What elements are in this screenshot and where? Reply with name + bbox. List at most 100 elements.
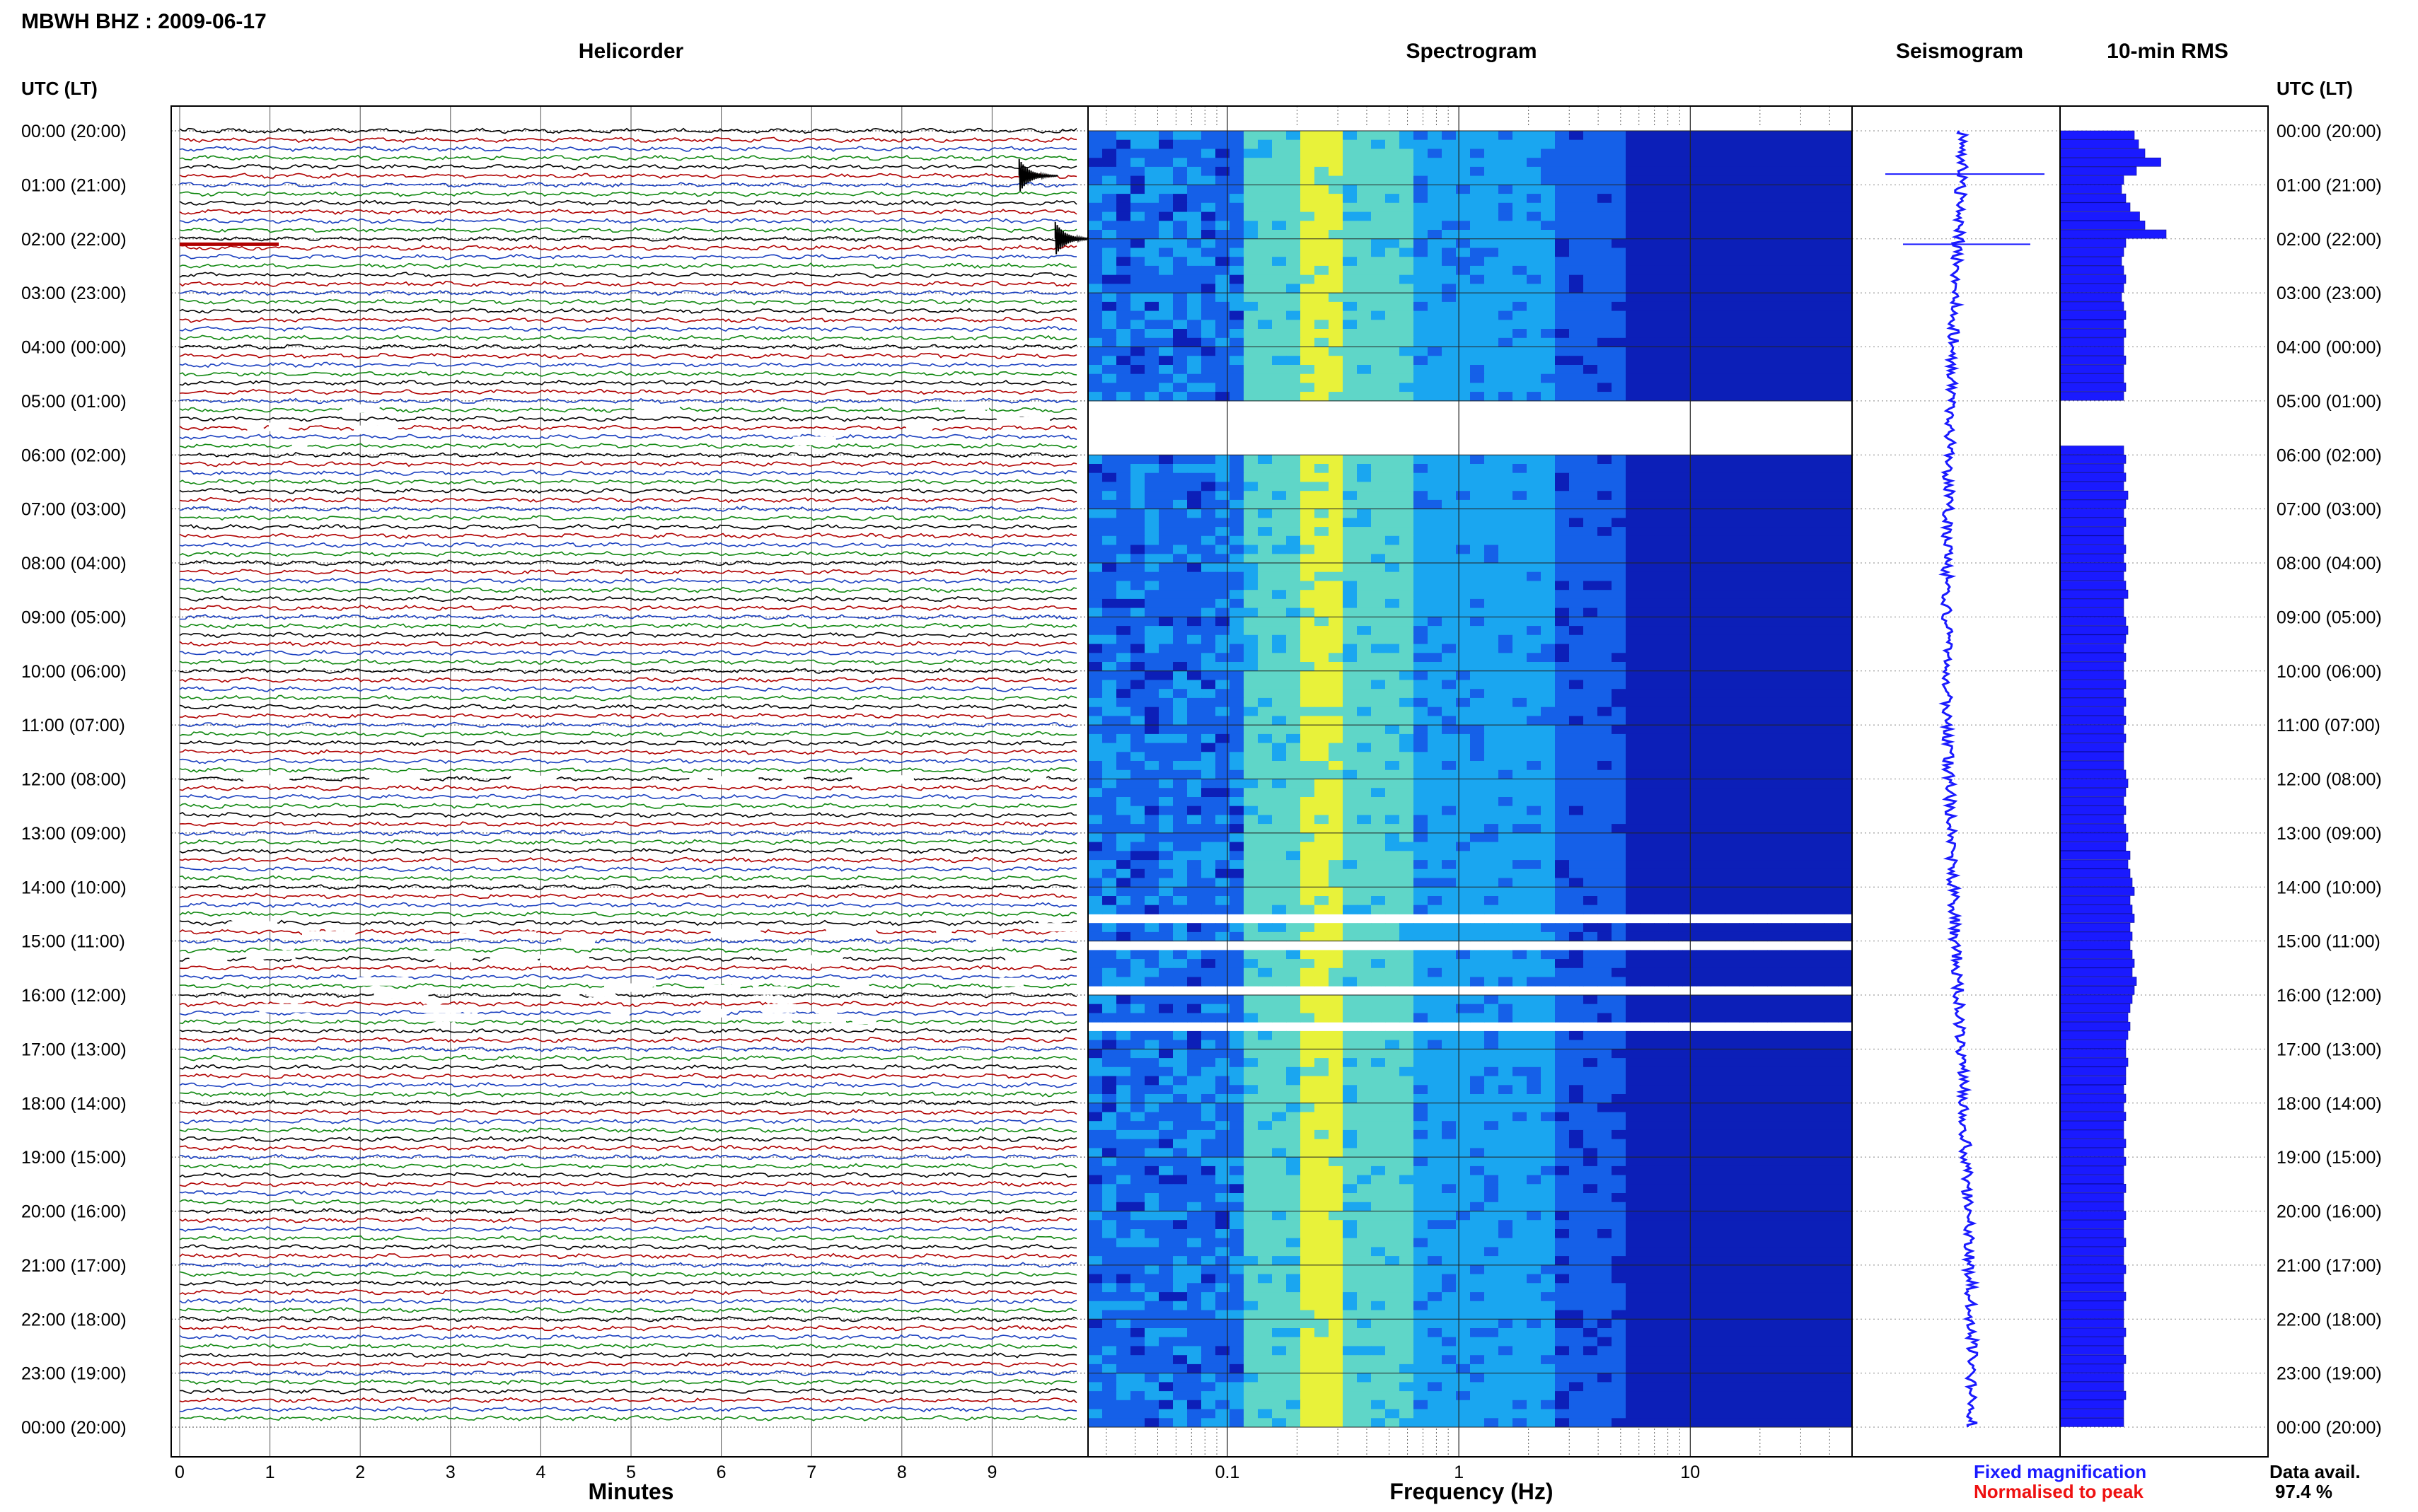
spectrogram-cell [1597,860,1612,870]
spectrogram-cell [1272,931,1287,942]
helicorder-trace [179,820,1077,827]
spectrogram-cell [1385,392,1400,402]
spectrogram-cell [1187,230,1202,240]
spectrogram-cell [1357,158,1372,168]
spectrogram-cell [1286,284,1301,293]
spectrogram-cell [1824,274,1839,284]
spectrogram-cell [1838,491,1853,501]
spectrogram-cell [1569,482,1584,492]
spectrogram-cell [1116,887,1131,897]
spectrogram-cell [1187,139,1202,149]
spectrogram-cell [1569,373,1584,383]
spectrogram-cell [1541,697,1556,708]
spectrogram-cell [1512,284,1527,293]
spectrogram-cell [1725,905,1740,914]
spectrogram-cell [1399,491,1414,501]
spectrogram-cell [1569,265,1584,276]
spectrogram-cell [1668,238,1683,248]
spectrogram-cell [1130,788,1145,798]
spectrogram-cell [1654,832,1669,843]
spectrogram-cell [1682,733,1697,744]
spectrogram-cell [1725,806,1740,815]
spectrogram-cell [1824,950,1839,960]
spectrogram-cell [1725,149,1740,158]
spectrogram-cell [1583,527,1598,537]
spectrogram-cell [1569,356,1584,366]
spectrogram-cell [1428,248,1442,257]
spectrogram-cell [1215,472,1230,482]
spectrogram-cell [1244,617,1259,627]
spectrogram-cell [1569,554,1584,564]
spectrogram-cell [1187,959,1202,969]
spectrogram-cell [1300,653,1315,663]
spectrogram-cell [1498,274,1513,284]
spectrogram-cell [1739,491,1754,501]
spectrogram-cell [1399,733,1414,744]
spectrogram-cell [1258,347,1273,356]
spectrogram-cell [1371,769,1386,779]
spectrogram-cell [1442,931,1457,942]
spectrogram-cell [1668,320,1683,330]
spectrogram-cell [1343,194,1358,204]
spectrogram-cell [1640,455,1655,465]
spectrogram-cell [1272,896,1287,906]
spectrogram-cell [1612,617,1626,627]
spectrogram-cell [1555,202,1570,212]
spectrogram-cell [1102,967,1117,977]
spectrogram-cell [1654,743,1669,752]
spectrogram-cell [1145,598,1159,609]
spectrogram-cell [1116,293,1131,303]
spectrogram-cell [1527,554,1541,564]
spectrogram-cell [1088,716,1103,726]
spectrogram-cell [1824,392,1839,402]
spectrogram-cell [1498,590,1513,600]
spectrogram-cell [1470,365,1485,375]
time-label-left: 09:00 (05:00) [21,607,127,627]
spectrogram-cell [1215,905,1230,914]
spectrogram-cell [1102,779,1117,789]
spectrogram-cell [1088,535,1103,545]
helicorder-trace [179,1172,1077,1179]
spectrogram-cell [1470,931,1485,942]
helicorder-trace [179,919,1077,926]
spectrogram-cell [1626,896,1641,906]
spectrogram-cell [1272,482,1287,492]
spectrogram-cell [1244,301,1259,312]
helicorder-trace [179,325,1077,332]
spectrogram-cell [1314,455,1329,465]
spectrogram-cell [1187,320,1202,330]
spectrogram-cell [1130,653,1145,663]
spectrogram-cell [1173,779,1188,789]
spectrogram-cell [1739,131,1754,141]
spectrogram-cell [1187,337,1202,347]
spectrogram-cell [1173,761,1188,771]
spectrogram-cell [1810,634,1824,644]
spectrogram-cell [1725,158,1740,168]
spectrogram-cell [1173,383,1188,392]
spectrogram-cell [1173,815,1188,825]
spectrogram-cell [1244,472,1259,482]
spectrogram-cell [1767,139,1782,149]
spectrogram-cell [1399,779,1414,789]
spectrogram-cell [1258,670,1273,680]
spectrogram-cell [1329,482,1343,492]
spectrogram-cell [1399,931,1414,942]
spectrogram-cell [1696,202,1711,212]
spectrogram-cell [1258,337,1273,347]
spectrogram-cell [1668,149,1683,158]
spectrogram-cell [1187,689,1202,699]
spectrogram-cell [1484,590,1499,600]
spectrogram-cell [1725,797,1740,807]
spectrogram-cell [1371,896,1386,906]
spectrogram-cell [1555,670,1570,680]
spectrogram-cell [1795,274,1810,284]
spectrogram-cell [1357,887,1372,897]
spectrogram-cell [1329,472,1343,482]
spectrogram-cell [1428,194,1442,204]
spectrogram-cell [1102,248,1117,257]
spectrogram-cell [1272,356,1287,366]
spectrogram-cell [1201,284,1216,293]
spectrogram-cell [1824,211,1839,221]
spectrogram-cell [1654,571,1669,581]
spectrogram-cell [1597,202,1612,212]
